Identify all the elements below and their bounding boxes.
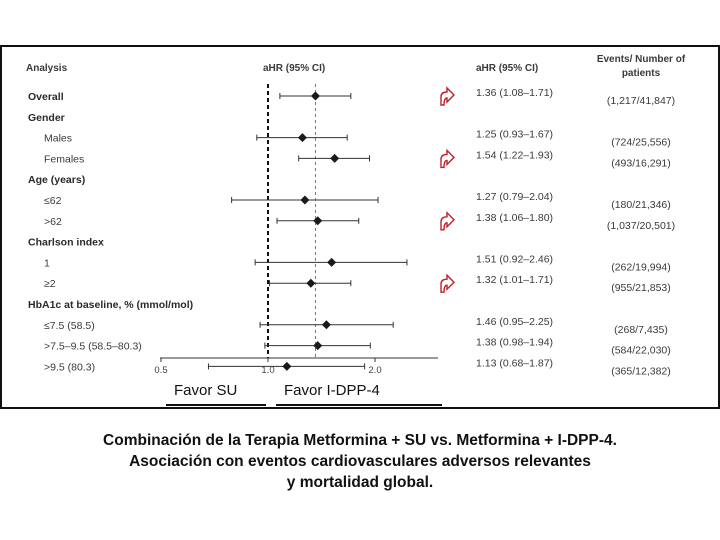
row-label: Overall [28, 91, 64, 103]
row-label: ≤62 [44, 195, 62, 207]
events-text: (724/25,556) [611, 137, 671, 149]
header-ahr-axis: aHR (95% CI) [263, 63, 325, 74]
ci-value-text: 1.38 (0.98–1.94) [476, 337, 553, 349]
hr-marker [300, 195, 310, 205]
events-text: (1,217/41,847) [607, 95, 675, 107]
row-label: Females [44, 153, 84, 165]
favor-idpp4-label: Favor I-DPP-4 [276, 382, 442, 406]
row-label: Males [44, 133, 72, 145]
caption-line-3: y mortalidad global. [286, 474, 434, 491]
forest-plot: Analysis aHR (95% CI) aHR (95% CI) Event… [26, 54, 686, 377]
row-label: HbA1c at baseline, % (mmol/mol) [28, 299, 193, 311]
hr-marker [310, 91, 320, 101]
row-label: Gender [28, 112, 65, 124]
caption-line-1: Combinación de la Terapia Metformina + S… [103, 432, 617, 449]
x-tick-label: 0.5 [154, 365, 167, 376]
ci-value-text: 1.51 (0.92–2.46) [476, 253, 553, 265]
row-label: Age (years) [28, 174, 85, 186]
ci-value-text: 1.38 (1.06–1.80) [476, 212, 553, 224]
events-text: (365/12,382) [611, 365, 671, 377]
ci-value-text: 1.46 (0.95–2.25) [476, 316, 553, 328]
row-label: >7.5–9.5 (58.5–80.3) [44, 341, 142, 353]
header-ahr-col: aHR (95% CI) [476, 63, 538, 74]
red-arrow-icon [440, 86, 455, 106]
hr-marker [327, 257, 337, 267]
hr-marker [282, 361, 292, 371]
hr-marker [330, 153, 340, 163]
row-label: >62 [44, 216, 62, 228]
events-text: (180/21,346) [611, 199, 671, 211]
caption-line-2: Asociación con eventos cardiovasculares … [129, 453, 591, 470]
x-tick-label: 2.0 [368, 365, 381, 376]
row-label: Charlson index [28, 237, 104, 249]
row-label: >9.5 (80.3) [44, 361, 95, 373]
ci-value-text: 1.13 (0.68–1.87) [476, 357, 553, 369]
hr-marker [306, 278, 316, 288]
row-label: ≥2 [44, 278, 56, 290]
ci-value-text: 1.27 (0.79–2.04) [476, 191, 553, 203]
events-text: (493/16,291) [611, 157, 671, 169]
row-label: ≤7.5 (58.5) [44, 320, 95, 332]
figure-frame [0, 45, 720, 409]
red-arrow-icon [440, 273, 455, 293]
hr-marker [313, 341, 323, 351]
hr-marker [313, 216, 323, 226]
header-events-line2: patients [622, 68, 661, 79]
hr-marker [297, 133, 307, 143]
events-text: (955/21,853) [611, 282, 671, 294]
favor-su-label: Favor SU [166, 382, 266, 406]
events-text: (262/19,994) [611, 261, 671, 273]
hr-marker [321, 320, 331, 330]
events-text: (1,037/20,501) [607, 220, 675, 232]
header-analysis: Analysis [26, 63, 68, 74]
header-events-line1: Events/ Number of [597, 54, 686, 65]
ci-value-text: 1.25 (0.93–1.67) [476, 129, 553, 141]
ci-value-text: 1.36 (1.08–1.71) [476, 87, 553, 99]
caption: Combinación de la Terapia Metformina + S… [0, 430, 720, 493]
red-arrow-icon [440, 148, 455, 169]
events-text: (584/22,030) [611, 345, 671, 357]
events-text: (268/7,435) [614, 324, 668, 336]
ci-value-text: 1.54 (1.22–1.93) [476, 149, 553, 161]
red-arrow-icon [440, 211, 455, 231]
row-label: 1 [44, 257, 50, 269]
x-tick-label: 1.0 [261, 365, 274, 376]
ci-value-text: 1.32 (1.01–1.71) [476, 274, 553, 286]
